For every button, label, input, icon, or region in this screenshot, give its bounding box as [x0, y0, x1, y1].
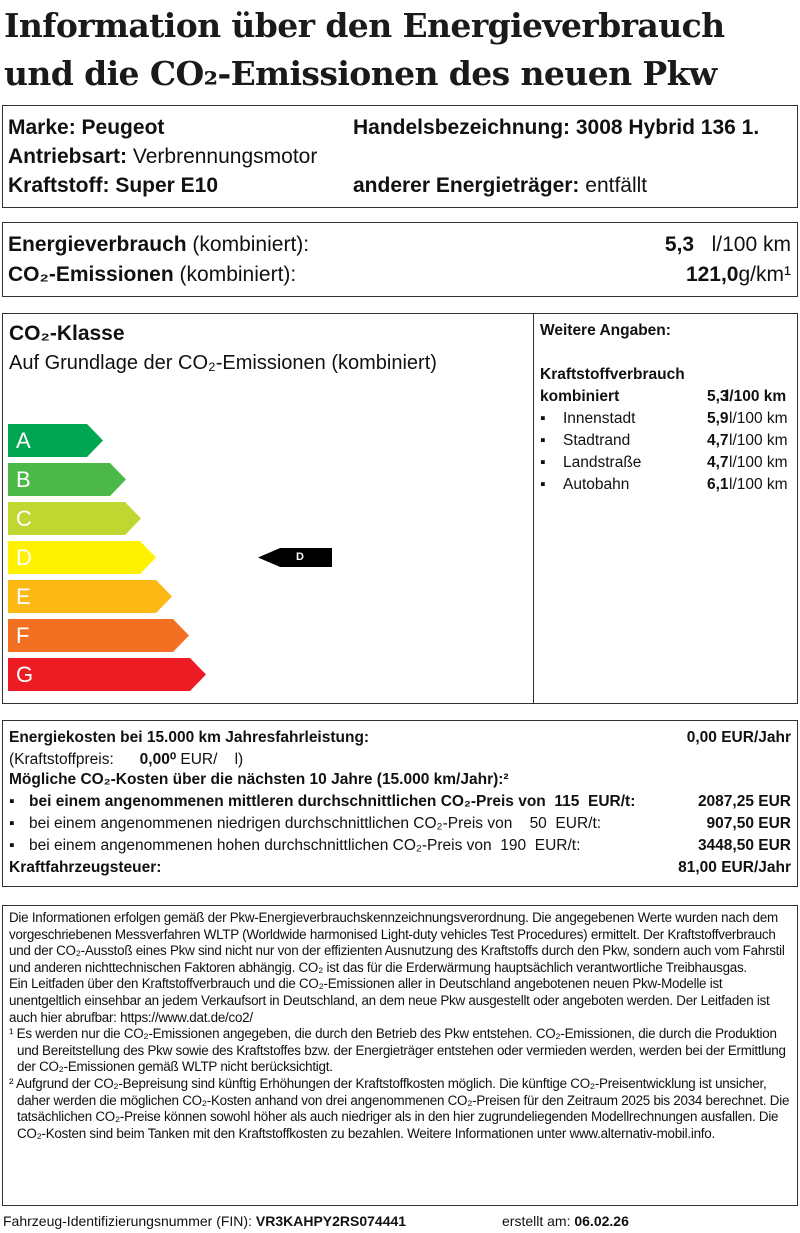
co2-value: 121,0	[685, 263, 739, 286]
co2-class-box: CO₂-Klasse Auf Grundlage der CO₂-Emissio…	[2, 313, 798, 704]
kombiniert-row: kombiniert 5,3 l/100 km	[540, 388, 795, 406]
title-line-2: und die CO₂-Emissionen des neuen Pkw	[4, 54, 717, 93]
item-unit: l/100 km	[729, 432, 788, 449]
consumption-item: ▪ Landstraße 4,7 l/100 km	[540, 454, 795, 472]
bullet-icon: ▪	[540, 432, 546, 449]
item-label: Landstraße	[563, 454, 642, 471]
bullet-icon: ▪	[9, 793, 15, 810]
energiekosten-value: 0,00 EUR/Jahr	[686, 729, 791, 746]
anderer-label: anderer Energieträger:	[353, 174, 580, 197]
item-unit: l/100 km	[729, 454, 788, 471]
consumption-item: ▪ Stadtrand 4,7 l/100 km	[540, 432, 795, 450]
scenario-text: bei einem angenommenen mittleren durchsc…	[29, 793, 636, 810]
scenario-value: 3448,50 EUR	[697, 837, 791, 854]
footnote-2: ² Aufgrund der CO₂-Bepreisung sind künft…	[9, 1075, 790, 1141]
kraftstoff-value: Super E10	[115, 174, 219, 197]
info-paragraph-2: Ein Leitfaden über den Kraftstoffverbrau…	[9, 976, 770, 1025]
page-title: Information über den Energieverbrauch un…	[4, 2, 725, 98]
date-value: 06.02.26	[574, 1213, 629, 1229]
item-label: Autobahn	[563, 476, 630, 493]
class-arrow-c: C	[8, 502, 141, 535]
co2-class-subtitle: Auf Grundlage der CO₂-Emissionen (kombin…	[9, 352, 437, 374]
kombiniert-unit: l/100 km	[725, 388, 787, 405]
further-subtitle: Kraftstoffverbrauch	[540, 366, 685, 383]
info-paragraph-1: Die Informationen erfolgen gemäß der Pkw…	[9, 910, 785, 975]
preis-unit: EUR/ l)	[180, 751, 244, 768]
item-label: Innenstadt	[563, 410, 636, 427]
date-label: erstellt am:	[502, 1213, 571, 1229]
scenario-text: bei einem angenommenen hohen durchschnit…	[29, 837, 581, 854]
fin-value: VR3KAHPY2RS074441	[255, 1213, 407, 1229]
energie-suffix: (kombiniert):	[192, 233, 310, 256]
class-arrow-f: F	[8, 619, 189, 652]
fin-label: Fahrzeug-Identifizierungsnummer (FIN):	[3, 1213, 252, 1229]
fin-row: Fahrzeug-Identifizierungsnummer (FIN): V…	[3, 1213, 406, 1229]
item-unit: l/100 km	[729, 476, 788, 493]
scenario-value: 907,50 EUR	[706, 815, 791, 832]
energie-unit: l/100 km	[711, 233, 791, 256]
vehicle-info-box: Marke: Peugeot Handelsbezeichnung: 3008 …	[2, 105, 798, 208]
co2-scenario-row: ▪ bei einem angenommenen hohen durchschni…	[9, 837, 791, 859]
bullet-icon: ▪	[9, 837, 15, 854]
kombiniert-label: kombiniert	[540, 388, 620, 405]
class-arrow-e: E	[8, 580, 172, 613]
current-class-marker: D	[258, 548, 332, 567]
footnote-1: ¹ Es werden nur die CO₂-Emissionen angeg…	[9, 1026, 786, 1075]
marke-label: Marke:	[8, 116, 76, 139]
kombiniert-value: 5,3	[707, 388, 729, 405]
co2-class-title: CO₂-Klasse	[9, 322, 125, 345]
title-line-1: Information über den Energieverbrauch	[4, 6, 725, 45]
legal-info-box: Die Informationen erfolgen gemäß der Pkw…	[2, 905, 798, 1206]
antrieb-value: Verbrennungsmotor	[132, 145, 318, 168]
costs-box: Energiekosten bei 15.000 km Jahresfahrle…	[2, 720, 798, 887]
co2-unit: g/km¹	[738, 263, 792, 286]
consumption-item: ▪ Innenstadt 5,9 l/100 km	[540, 410, 795, 428]
scenario-text: bei einem angenommenen niedrigen durchsc…	[29, 815, 602, 832]
anderer-value: entfällt	[585, 174, 648, 197]
class-arrow-b: B	[8, 463, 126, 496]
class-arrow-d: D	[8, 541, 156, 574]
co2-scenario-row: ▪ bei einem angenommenen mittleren durchs…	[9, 793, 791, 815]
item-value: 4,7	[707, 454, 729, 471]
steuer-value: 81,00 EUR/Jahr	[678, 859, 791, 876]
item-value: 4,7	[707, 432, 729, 449]
class-arrow-a: A	[8, 424, 103, 457]
energie-label: Energieverbrauch	[8, 233, 187, 256]
preis-label: (Kraftstoffpreis:	[9, 751, 114, 768]
bullet-icon: ▪	[540, 454, 546, 471]
item-value: 6,1	[707, 476, 729, 493]
date-row: erstellt am: 06.02.26	[502, 1213, 629, 1229]
item-label: Stadtrand	[563, 432, 631, 449]
co2-class-panel: CO₂-Klasse Auf Grundlage der CO₂-Emissio…	[3, 314, 534, 703]
co2-scenario-row: ▪ bei einem angenommenen niedrigen durchs…	[9, 815, 791, 837]
energie-value: 5,3	[664, 233, 695, 256]
bullet-icon: ▪	[540, 410, 546, 427]
antrieb-label: Antriebsart:	[8, 145, 128, 168]
handels-label: Handelsbezeichnung:	[353, 116, 571, 139]
class-arrow-g: G	[8, 658, 206, 691]
energiekosten-label: Energiekosten bei 15.000 km Jahresfahrle…	[9, 729, 370, 746]
consumption-item: ▪ Autobahn 6,1 l/100 km	[540, 476, 795, 494]
co2-suffix: (kombiniert):	[179, 263, 297, 286]
handels-value: 3008 Hybrid 136 1.	[575, 116, 760, 139]
preis-value: 0,00⁰	[139, 751, 177, 768]
bullet-icon: ▪	[540, 476, 546, 493]
item-unit: l/100 km	[729, 410, 788, 427]
steuer-label: Kraftfahrzeugsteuer:	[9, 859, 162, 876]
co2-label: CO₂-Emissionen	[8, 263, 174, 286]
co2-costs-title: Mögliche CO₂-Kosten über die nächsten 10…	[9, 771, 509, 788]
marke-value: Peugeot	[81, 116, 165, 139]
scenario-value: 2087,25 EUR	[697, 793, 791, 810]
item-value: 5,9	[707, 410, 729, 427]
further-title: Weitere Angaben:	[540, 322, 671, 339]
kraftstoff-label: Kraftstoff:	[8, 174, 110, 197]
consumption-box: Energieverbrauch (kombiniert): 5,3 l/100…	[2, 222, 798, 297]
bullet-icon: ▪	[9, 815, 15, 832]
